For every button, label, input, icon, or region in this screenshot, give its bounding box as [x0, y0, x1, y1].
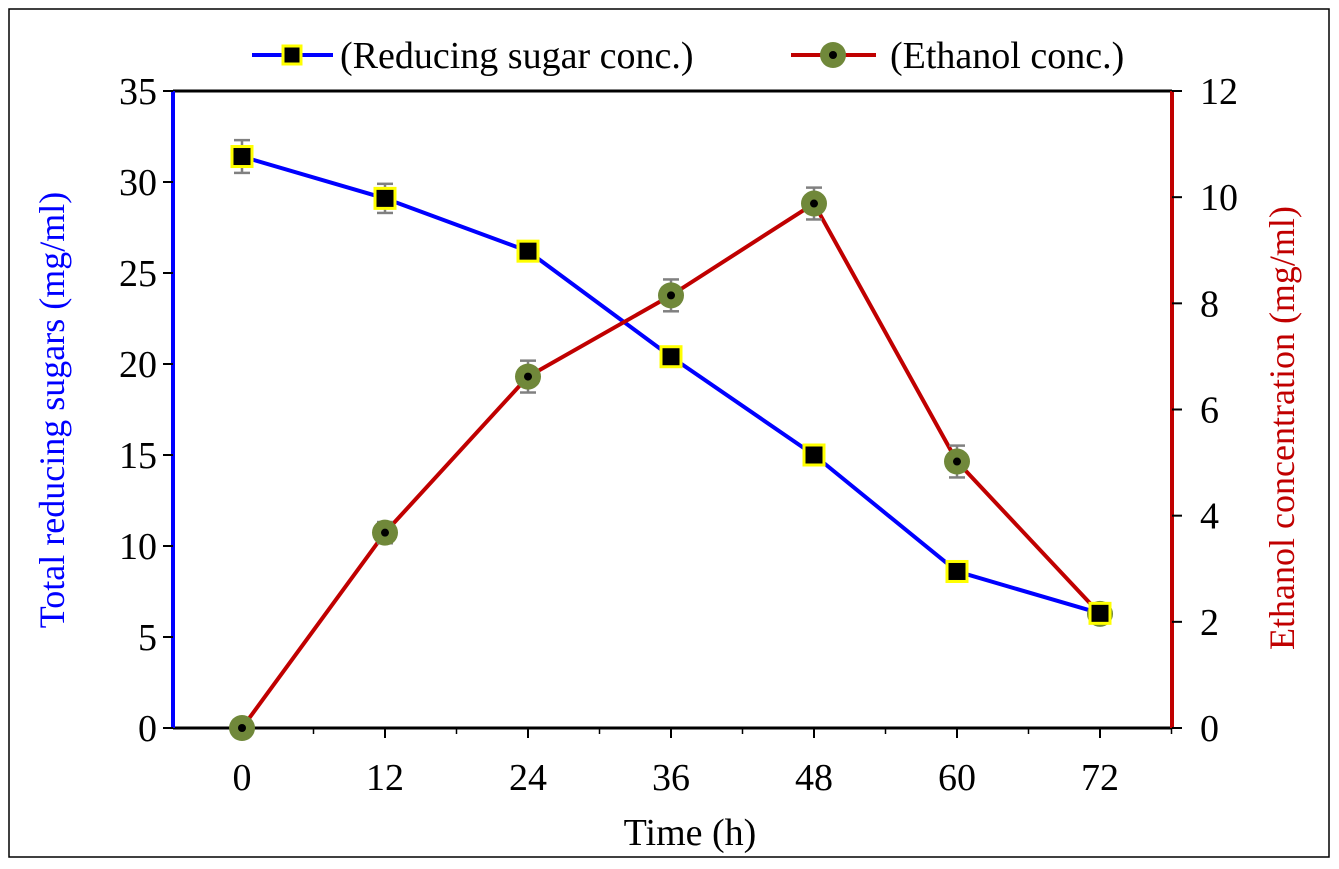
right-tick-label: 8 [1200, 283, 1219, 325]
left-tick-label: 5 [138, 617, 157, 659]
right-tick-label: 0 [1200, 708, 1219, 750]
chart-border [8, 8, 1330, 858]
right-tick-label: 4 [1200, 496, 1219, 538]
left-tick-label: 20 [119, 344, 157, 386]
data-point-reducing-sugar [230, 145, 254, 169]
data-point-ethanol-center [238, 724, 246, 732]
x-tick-label: 24 [509, 757, 547, 799]
right-tick-label: 10 [1200, 177, 1238, 219]
left-y-ticks: 0 5 10 15 20 25 30 35 [119, 71, 173, 750]
data-point-reducing-sugar [945, 559, 969, 583]
right-tick-label: 12 [1200, 71, 1238, 113]
left-tick-label: 25 [119, 253, 157, 295]
x-tick-label: 12 [366, 757, 404, 799]
x-tick-label: 72 [1081, 757, 1119, 799]
left-y-axis-label: Total reducing sugars (mg/ml) [32, 192, 72, 628]
x-tick-label: 36 [652, 757, 690, 799]
x-tick-label: 0 [233, 757, 252, 799]
data-point-ethanol-center [524, 372, 532, 381]
x-ticks: 0 12 24 36 48 60 72 [233, 728, 1173, 799]
data-point-reducing-sugar [802, 443, 826, 467]
data-point-reducing-sugar [516, 239, 540, 263]
left-tick-label: 10 [119, 526, 157, 568]
x-tick-label: 60 [938, 757, 976, 799]
legend-item-reducing-sugar: (Reducing sugar conc.) [252, 35, 694, 77]
series-layer [229, 138, 1113, 741]
right-tick-label: 2 [1200, 602, 1219, 644]
left-tick-label: 35 [119, 71, 157, 113]
legend-label-ethanol: (Ethanol conc.) [890, 35, 1124, 77]
left-tick-label: 30 [119, 162, 157, 204]
data-point-ethanol-center [810, 199, 818, 208]
data-point-reducing-sugar [373, 186, 397, 210]
right-tick-label: 6 [1200, 390, 1219, 432]
data-point-ethanol-center [381, 528, 389, 537]
x-axis-label: Time (h) [624, 812, 757, 854]
left-tick-label: 0 [138, 708, 157, 750]
legend-label-reducing-sugar: (Reducing sugar conc.) [340, 35, 694, 77]
legend: (Reducing sugar conc.) (Ethanol conc.) [252, 35, 1124, 77]
data-point-ethanol-center [953, 457, 961, 466]
legend-circle-center-icon [829, 51, 837, 59]
right-y-ticks: 0 2 4 6 8 10 12 [1172, 71, 1238, 750]
legend-square-marker-icon [281, 44, 303, 66]
data-point-reducing-sugar [1088, 601, 1112, 625]
x-tick-label: 48 [795, 757, 833, 799]
data-point-ethanol-center [667, 291, 675, 300]
legend-item-ethanol: (Ethanol conc.) [791, 35, 1124, 77]
right-y-axis-label: Ethanol concentration (mg/ml) [1262, 206, 1302, 650]
left-tick-label: 15 [119, 435, 157, 477]
data-point-reducing-sugar [659, 345, 683, 369]
